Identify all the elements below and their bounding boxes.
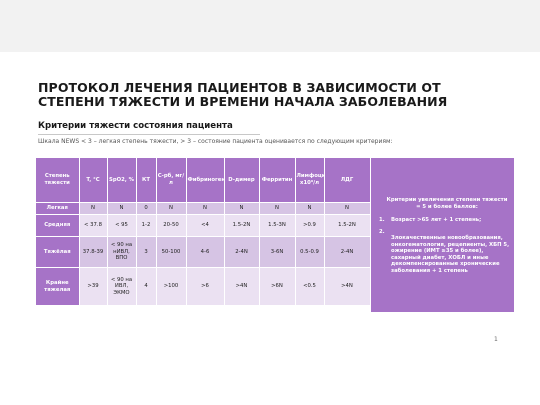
table-cell: 1-2 [136,214,157,237]
table-cell: N [324,202,371,215]
header-cell: Ферритин [259,158,296,203]
table-cell: 0.5-0.9 [295,236,325,268]
table-cell: 1.5-2N [324,214,371,237]
section-subtitle: Критерии тяжести состояния пациента [38,121,233,131]
criteria-item-text: Возраст >65 лет + 1 степень; [391,217,482,223]
table-cell: 4 [136,267,157,305]
criteria-item-age: 1. Возраст >65 лет + 1 степень; [379,217,511,224]
severity-table-grid: Степень тяжести T, °C SpO2, % КТ С-рб, м… [36,158,371,305]
severity-table: Степень тяжести T, °C SpO2, % КТ С-рб, м… [36,158,371,312]
news-scale-text: Шкала NEWS < 3 – легкая степень тяжести,… [38,138,393,145]
row-header-cell: Тяжёлая [36,236,80,268]
table-cell: 3-6N [259,236,296,268]
slide-title-line-2: СТЕПЕНИ ТЯЖЕСТИ И ВРЕМЕНИ НАЧАЛА ЗАБОЛЕВ… [38,94,448,109]
table-header-row: Степень тяжести T, °C SpO2, % КТ С-рб, м… [36,158,371,203]
table-cell: < 90 на нИВЛ, ВПО [107,236,137,268]
header-cell: КТ [136,158,157,203]
criteria-item-number: 2. [379,229,385,235]
table-cell: >39 [79,267,108,305]
criteria-item-number: 1. [379,217,385,223]
header-cell: Фибриноген [186,158,225,203]
table-cell: < 95 [107,214,137,237]
header-cell: D-димер [224,158,260,203]
table-cell: 2-4N [324,236,371,268]
table-cell: 50-100 [156,236,187,268]
table-cell: N [156,202,187,215]
table-row: Легкая N N 0 N N N N N N [36,202,371,215]
table-cell: <0.5 [295,267,325,305]
table-cell: 20-50 [156,214,187,237]
table-cell: N [186,202,225,215]
table-row: Средняя < 37.8 < 95 1-2 20-50 <4 1.5-2N … [36,214,371,237]
table-row: Тяжёлая 37.8-39 < 90 на нИВЛ, ВПО 3 50-1… [36,236,371,268]
table-cell: < 90 на ИВЛ, ЭКМО [107,267,137,305]
header-cell: T, °C [79,158,108,203]
table-cell: 1.5-2N [224,214,260,237]
table-cell: < 37.8 [79,214,108,237]
table-cell: 3 [136,236,157,268]
top-band [0,0,540,52]
criteria-item-text: Злокачественные новообразования, онкогем… [391,235,510,274]
row-header-cell: Легкая [36,202,80,215]
table-cell: >4N [224,267,260,305]
table-cell: <4 [186,214,225,237]
table-cell: N [259,202,296,215]
table-cell: 0 [136,202,157,215]
slide-title: ПРОТОКОЛ ЛЕЧЕНИЯ ПАЦИЕНТОВ В ЗАВИСИМОСТИ… [38,81,508,109]
row-header-cell: Средняя [36,214,80,237]
page-number: 1 [494,336,498,343]
table-cell: >4N [324,267,371,305]
severity-increase-criteria-box: Критерии увеличения степени тяжести = 5 … [371,158,514,312]
table-cell: N [107,202,137,215]
table-cell: >100 [156,267,187,305]
table-cell: 1.5-3N [259,214,296,237]
table-cell: 4-6 [186,236,225,268]
header-cell: SpO2, % [107,158,137,203]
header-cell: С-рб, мг/л [156,158,187,203]
header-cell: ЛДГ [324,158,371,203]
table-cell: >6N [259,267,296,305]
header-cell: Лимфоциты, х10⁹/л [295,158,325,203]
criteria-title: Критерии увеличения степени тяжести = 5 … [386,197,508,210]
table-cell: N [224,202,260,215]
table-cell: 2-4N [224,236,260,268]
row-header-cell: Крайне тяжелая [36,267,80,305]
slide-title-line-1: ПРОТОКОЛ ЛЕЧЕНИЯ ПАЦИЕНТОВ В ЗАВИСИМОСТИ… [38,80,441,95]
header-cell: Степень тяжести [36,158,80,203]
table-cell: >6 [186,267,225,305]
table-cell: >0.9 [295,214,325,237]
subtitle-underline [38,134,260,135]
table-cell: 37.8-39 [79,236,108,268]
table-row: Крайне тяжелая >39 < 90 на ИВЛ, ЭКМО 4 >… [36,267,371,305]
table-cell: N [295,202,325,215]
table-cell: N [79,202,108,215]
